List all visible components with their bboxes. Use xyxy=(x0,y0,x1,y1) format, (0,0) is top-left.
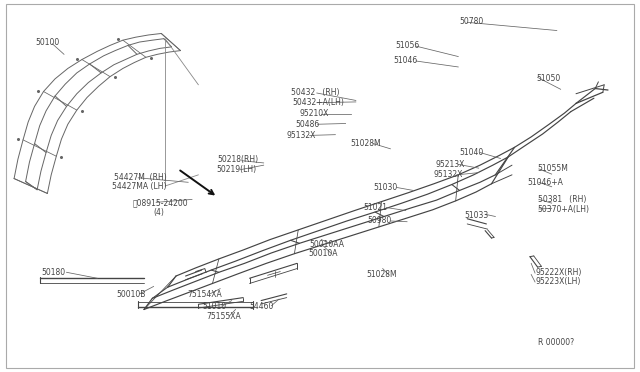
Text: 50010B: 50010B xyxy=(116,290,146,299)
Text: 54427M  (RH): 54427M (RH) xyxy=(114,173,166,182)
Text: 51033: 51033 xyxy=(465,211,489,219)
Text: 95210X: 95210X xyxy=(300,109,329,118)
Text: 95213X: 95213X xyxy=(435,160,465,169)
Text: 50010AA: 50010AA xyxy=(310,240,345,248)
Text: 95222X(RH): 95222X(RH) xyxy=(535,268,581,277)
Text: 51040: 51040 xyxy=(460,148,484,157)
Text: 50980: 50980 xyxy=(367,217,392,225)
Text: 51055M: 51055M xyxy=(538,164,568,173)
Text: 50432+A(LH): 50432+A(LH) xyxy=(292,98,344,107)
Text: 54427MA (LH): 54427MA (LH) xyxy=(112,182,166,191)
Text: 50432   (RH): 50432 (RH) xyxy=(291,88,340,97)
Text: (4): (4) xyxy=(154,208,164,217)
Text: 50218(RH): 50218(RH) xyxy=(218,155,259,164)
Text: 51050: 51050 xyxy=(536,74,561,83)
Text: 50100: 50100 xyxy=(35,38,60,47)
Text: 51056: 51056 xyxy=(396,41,420,50)
Text: 50219(LH): 50219(LH) xyxy=(216,165,257,174)
Text: 54460: 54460 xyxy=(250,302,274,311)
Text: 51028M: 51028M xyxy=(351,139,381,148)
Text: 51010: 51010 xyxy=(202,302,227,311)
Text: 50780: 50780 xyxy=(460,17,484,26)
Text: 50486: 50486 xyxy=(296,120,320,129)
Text: 50370+A(LH): 50370+A(LH) xyxy=(538,205,589,214)
Text: 51028M: 51028M xyxy=(366,270,397,279)
Text: 50010A: 50010A xyxy=(308,249,338,258)
Text: R 00000?: R 00000? xyxy=(538,338,573,347)
Text: 95132X: 95132X xyxy=(434,170,463,179)
Text: 51021: 51021 xyxy=(364,203,388,212)
Text: 51030: 51030 xyxy=(374,183,398,192)
Text: 50180: 50180 xyxy=(42,268,66,277)
Text: 75155XA: 75155XA xyxy=(206,312,241,321)
Text: ⒬08915-24200: ⒬08915-24200 xyxy=(133,198,189,207)
Text: 95223X(LH): 95223X(LH) xyxy=(535,278,580,286)
Text: 75154XA: 75154XA xyxy=(187,290,221,299)
Text: 95132X: 95132X xyxy=(287,131,316,140)
Text: 51046: 51046 xyxy=(393,56,417,65)
Text: 50381   (RH): 50381 (RH) xyxy=(538,195,586,204)
Text: 51046+A: 51046+A xyxy=(527,178,563,187)
